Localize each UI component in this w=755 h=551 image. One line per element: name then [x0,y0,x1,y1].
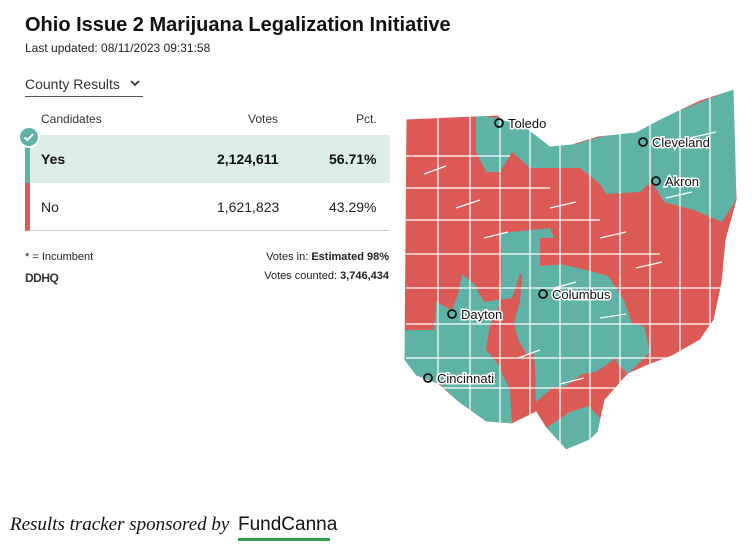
col-pct: Pct. [356,112,377,126]
city-columbus: Columbus [538,286,613,304]
city-cleveland: Cleveland [638,134,711,152]
city-label: Akron [665,174,699,189]
ohio-county-map[interactable]: Toledo Cleveland Akron Columbus Dayton C… [400,88,740,453]
table-row-no: No 1,621,823 43.29% [25,183,390,231]
results-view-dropdown[interactable]: County Results [25,74,143,97]
candidate-pct: 56.71% [329,151,377,167]
votes-counted-label: Votes counted: [264,270,337,282]
sponsor-text: Results tracker sponsored by [10,514,230,535]
candidate-pct: 43.29% [329,199,377,215]
page-title: Ohio Issue 2 Marijuana Legalization Init… [25,14,451,36]
last-updated: Last updated: 08/11/2023 09:31:58 [25,41,211,55]
city-label: Columbus [552,287,611,302]
city-label: Cincinnati [437,371,494,386]
chevron-down-icon [129,76,141,92]
fundcanna-logo[interactable]: FundCanna [238,514,338,535]
city-label: Cleveland [652,135,710,150]
candidate-name: Yes [41,151,66,167]
incumbent-note: * = Incumbent [25,251,94,263]
city-label: Dayton [461,307,502,322]
votes-counted-value: 3,746,434 [340,270,389,282]
results-table-header: Candidates Votes Pct. [25,111,390,135]
ddhq-logo: DDHQ [25,271,59,285]
city-dayton: Dayton [447,306,504,324]
col-candidates: Candidates [41,112,102,126]
table-row-yes: Yes 2,124,611 56.71% [25,135,390,183]
votes-in: Votes in: Estimated 98% [266,251,389,263]
candidate-name: No [41,199,59,215]
city-cincinnati: Cincinnati [423,370,496,388]
candidate-votes: 1,621,823 [217,199,280,215]
votes-in-value: Estimated 98% [311,251,389,263]
dropdown-label: County Results [25,76,120,92]
fundcanna-logo-underline [238,538,330,541]
candidate-votes: 2,124,611 [217,151,279,167]
city-label: Toledo [508,116,546,131]
city-akron: Akron [651,173,700,191]
city-toledo: Toledo [494,115,548,133]
votes-in-label: Votes in: [266,251,309,263]
col-votes: Votes [248,112,279,126]
winner-check-icon [18,126,40,148]
votes-counted: Votes counted: 3,746,434 [264,270,389,282]
